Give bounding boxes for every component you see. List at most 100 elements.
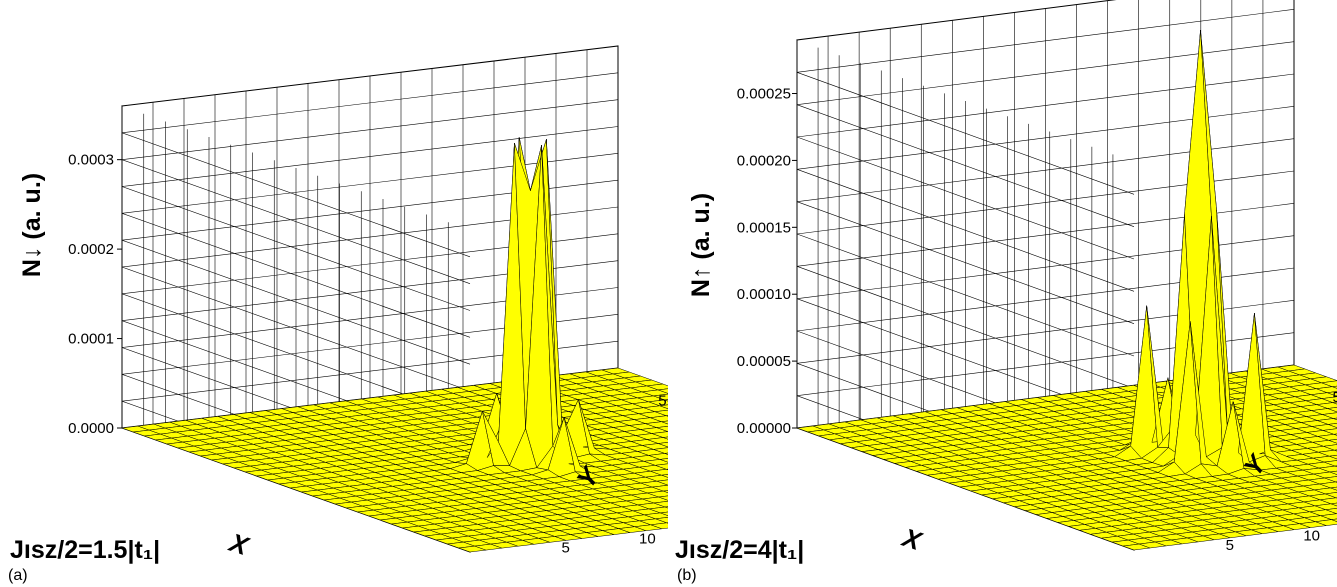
wall-gridline <box>796 201 1135 324</box>
parameter-annotation: Jısz/2=4|t₁| <box>675 536 804 564</box>
surface-cell <box>651 431 668 438</box>
surface-cell <box>1331 518 1337 522</box>
z-tick-label: 0.00005 <box>737 353 791 370</box>
surface-cell <box>1324 476 1337 483</box>
surface-cell <box>1334 449 1337 452</box>
surface-mesh <box>796 29 1337 551</box>
surface-cell <box>655 463 668 470</box>
surface-mesh <box>121 136 668 553</box>
surface-cell <box>650 469 668 476</box>
wall-gridline <box>796 136 1135 260</box>
surface-cell <box>650 522 668 530</box>
wall-gridline <box>121 153 619 214</box>
surface-cell <box>643 459 668 466</box>
surface-cell <box>1313 471 1337 479</box>
panel-label: (b) <box>677 567 697 584</box>
surface-cell <box>1318 449 1337 457</box>
surface-cell <box>644 512 668 520</box>
surface-cell <box>1314 487 1337 495</box>
y-tick-label: 5 <box>562 540 570 557</box>
surface-cell <box>642 496 668 504</box>
parameter-annotation: Jısz/2=1.5|t₁| <box>10 536 160 564</box>
z-tick-label: 0.00025 <box>737 86 791 103</box>
surface-cell <box>645 474 668 482</box>
surface-cell <box>655 517 668 524</box>
wall-gridline <box>796 41 1295 105</box>
wall-gridline <box>796 9 1295 73</box>
surface-cell <box>1328 439 1337 444</box>
z-tick-label: 0.00015 <box>737 219 791 236</box>
x-tick-label: 5 <box>1332 389 1337 406</box>
y-tick-label: 5 <box>1226 537 1234 554</box>
surface-cell <box>1325 492 1337 499</box>
wall-gridline <box>121 239 471 365</box>
wall-gridline <box>121 126 619 187</box>
surface-cell <box>662 436 668 440</box>
wall-gridline <box>121 266 471 392</box>
z-tick-label: 0.0003 <box>68 152 114 169</box>
wall-gridline <box>796 169 1135 292</box>
surface-cell <box>648 506 668 514</box>
z-tick-label: 0.0001 <box>68 331 114 348</box>
surface-cell <box>647 490 668 498</box>
wall-gridline <box>796 73 1295 138</box>
surface-cell <box>657 388 668 394</box>
z-tick-label: 0.0002 <box>68 241 114 258</box>
z-tick-label: 0.00010 <box>737 286 791 303</box>
surface-cell <box>658 442 668 448</box>
surface-cell <box>661 420 668 425</box>
surface-cell <box>664 506 668 509</box>
panel-a: 0.00000.00010.00020.00035101520253051015… <box>0 0 668 587</box>
surface-cell <box>1330 502 1337 507</box>
surface-cell <box>1333 417 1337 421</box>
z-tick-label: 0.0000 <box>68 420 114 437</box>
surface-cell <box>1328 423 1337 428</box>
surface-cell <box>653 500 668 508</box>
surface-cell <box>1310 392 1337 399</box>
surface-cell <box>666 522 668 524</box>
surface-cell <box>1316 386 1337 393</box>
surface-cell <box>1333 433 1337 436</box>
surface-cell <box>1320 513 1337 520</box>
surface-cell <box>1326 391 1337 397</box>
x-axis-label: X <box>897 522 926 557</box>
wall-gridline <box>796 104 1135 227</box>
surface-cell <box>664 452 668 455</box>
surface-cell <box>1317 418 1337 425</box>
surface-cell <box>654 409 668 416</box>
surface-cell <box>641 389 668 397</box>
surface-chart-b: 0.00000 0.00005 0.00010 0.00015 0.00020 0.000… <box>675 0 1337 584</box>
wall-gridline <box>796 233 1135 357</box>
wall-gridline <box>121 132 471 258</box>
surface-cell <box>640 480 668 488</box>
surface-cell <box>666 415 668 417</box>
surface-cell <box>664 399 668 402</box>
wall-gridline <box>121 72 619 134</box>
surface-cell <box>1314 503 1337 510</box>
surface-cell <box>1322 428 1337 435</box>
wall-gridline <box>796 266 1135 389</box>
surface-cell <box>1329 470 1337 475</box>
surface-cell <box>646 437 668 444</box>
surface-cell <box>1321 380 1337 387</box>
wall-gridline <box>121 99 619 160</box>
wall-gridline <box>796 72 1135 195</box>
surface-cell <box>1310 376 1337 384</box>
surface-cell <box>1323 460 1337 467</box>
surface-cell <box>656 426 668 432</box>
z-axis-label: N↑ (a. u.) <box>687 193 715 297</box>
surface-cell <box>666 468 668 471</box>
surface-cell <box>660 511 668 516</box>
y-tick-label: 10 <box>639 530 656 547</box>
x-tick-label: 5 <box>658 392 666 409</box>
surface-cell <box>642 443 668 450</box>
z-tick-label: 0.00020 <box>737 152 791 169</box>
y-tick-label: 10 <box>1303 527 1320 544</box>
surface-cell <box>1319 481 1337 489</box>
wall-gridline <box>796 106 1295 170</box>
panel-b: 0.00000 0.00005 0.00010 0.00015 0.00020 0.000… <box>669 0 1337 587</box>
surface-cell <box>659 458 668 463</box>
surface-cell <box>648 453 668 460</box>
wall-gridline <box>121 213 471 338</box>
surface-cell <box>1311 424 1337 431</box>
